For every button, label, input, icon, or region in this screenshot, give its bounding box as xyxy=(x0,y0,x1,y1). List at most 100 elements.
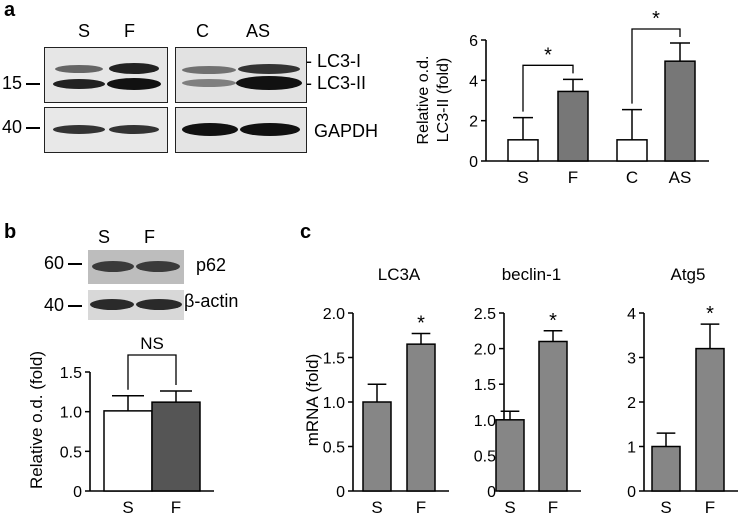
significance-marker-c-lc3a: * xyxy=(417,312,425,334)
band-gapdh-c xyxy=(182,123,238,136)
y-tick-label-c-atg5: 4 xyxy=(627,306,636,323)
band-actin-f xyxy=(136,299,182,310)
marker-60-tick xyxy=(68,263,82,265)
x-tick-label-c-lc3a: F xyxy=(416,498,426,515)
marker-40-b: 40 xyxy=(44,295,65,315)
blot-gapdh-left xyxy=(44,107,168,153)
y-tick-label-c-beclin1: 1.0 xyxy=(474,413,496,430)
chart-title-c-lc3a: LC3A xyxy=(378,265,421,284)
band-lc3i-as xyxy=(238,64,300,74)
y-tick-label-c-lc3a: 0.5 xyxy=(323,440,345,457)
band-lc3ii-f xyxy=(107,78,161,90)
band-lc3ii-c xyxy=(182,79,236,87)
y-axis-label-line1-a-lc3ii: Relative o.d. xyxy=(415,56,432,145)
blot-lc3-right xyxy=(175,47,307,103)
y-tick-label-c-beclin1: 1.5 xyxy=(474,377,496,394)
bar-b-p62-f xyxy=(151,401,201,492)
band-p62-f xyxy=(136,261,180,272)
significance-marker-a-lc3ii: * xyxy=(652,8,660,30)
x-tick-label-b-p62: F xyxy=(171,498,181,515)
band-lc3i-c xyxy=(182,66,236,74)
lane-label-b-s: S xyxy=(98,227,111,247)
band-actin-s xyxy=(90,299,134,310)
band-lc3i-s xyxy=(55,65,103,73)
x-tick-label-b-p62: S xyxy=(122,498,133,515)
y-tick-label-c-lc3a: 2.0 xyxy=(323,306,345,323)
x-tick-label-c-beclin1: S xyxy=(504,498,515,515)
significance-marker-a-lc3ii: * xyxy=(544,44,552,66)
x-tick-label-c-atg5: F xyxy=(705,498,715,515)
bar-b-p62-s xyxy=(103,410,153,492)
y-tick-label-b-p62: 1.0 xyxy=(60,405,82,422)
y-tick-label-c-lc3a: 1.0 xyxy=(323,395,345,412)
x-tick-label-a-lc3ii: F xyxy=(568,168,578,187)
blot-actin xyxy=(88,290,184,320)
bar-a-lc3ii-s xyxy=(507,139,539,162)
significance-marker-b-p62: NS xyxy=(140,334,164,353)
marker-60: 60 xyxy=(44,253,65,273)
x-tick-label-a-lc3ii: S xyxy=(517,168,528,187)
lane-label-f: F xyxy=(124,21,135,41)
significance-bracket-b-p62 xyxy=(127,354,177,390)
y-tick-label-c-beclin1: 2.0 xyxy=(474,342,496,359)
x-tick-label-a-lc3ii: C xyxy=(626,168,638,187)
y-tick-label-c-beclin1: 0.5 xyxy=(474,448,496,465)
band-p62-s xyxy=(92,261,134,272)
y-tick-label-a-lc3ii: 2 xyxy=(469,114,478,131)
x-tick-label-a-lc3ii: AS xyxy=(669,168,692,187)
significance-bracket-a-lc3ii xyxy=(631,28,681,104)
bar-c-lc3a-s xyxy=(362,401,392,492)
y-tick-label-b-p62: 1.5 xyxy=(60,365,82,382)
y-tick-label-a-lc3ii: 0 xyxy=(469,154,478,171)
y-tick-label-a-lc3ii: 6 xyxy=(469,33,478,50)
y-tick-label-a-lc3ii: 4 xyxy=(469,73,478,90)
chart-title-c-beclin1: beclin-1 xyxy=(502,265,562,284)
y-tick-label-c-atg5: 2 xyxy=(627,395,636,412)
label-actin: β-actin xyxy=(184,291,239,311)
x-tick-label-c-atg5: S xyxy=(660,498,671,515)
y-tick-label-c-atg5: 0 xyxy=(627,484,636,501)
blot-gapdh-right xyxy=(175,107,307,153)
y-axis-label-line2-a-lc3ii: LC3-II (fold) xyxy=(435,58,452,142)
significance-bracket-a-lc3ii xyxy=(522,64,574,112)
bar-a-lc3ii-c xyxy=(616,139,648,162)
label-p62: p62 xyxy=(196,255,227,275)
blot-lc3-left xyxy=(44,47,168,103)
panel-letter-b: b xyxy=(4,221,17,243)
band-lc3i-f xyxy=(109,63,159,74)
y-tick-label-b-p62: 0.5 xyxy=(60,444,82,461)
chart-title-c-atg5: Atg5 xyxy=(671,265,706,284)
bar-a-lc3ii-as xyxy=(664,60,696,162)
marker-15: 15 xyxy=(2,73,23,93)
bar-c-atg5-f xyxy=(695,347,725,492)
significance-marker-c-atg5: * xyxy=(706,303,714,325)
marker-40-a: 40 xyxy=(2,117,23,137)
lane-label-c: C xyxy=(196,21,209,41)
bar-c-atg5-s xyxy=(651,445,681,492)
band-gapdh-as xyxy=(240,123,300,136)
marker-15-tick xyxy=(26,83,40,85)
band-gapdh-s xyxy=(53,125,105,134)
bar-c-lc3a-f xyxy=(406,343,436,492)
y-tick-label-c-atg5: 3 xyxy=(627,351,636,368)
band-lc3ii-as xyxy=(236,76,302,90)
y-axis-label-c-lc3a: mRNA (fold) xyxy=(303,354,322,447)
bar-c-beclin1-f xyxy=(538,340,568,492)
y-tick-label-c-beclin1: 0 xyxy=(487,484,496,501)
lane-label-s: S xyxy=(78,21,91,41)
y-tick-label-b-p62: 0 xyxy=(73,484,82,501)
panel-letter-c: c xyxy=(300,221,312,243)
marker-40-b-tick xyxy=(68,305,82,307)
band-gapdh-f xyxy=(109,125,159,134)
bar-a-lc3ii-f xyxy=(557,90,589,162)
y-tick-label-c-lc3a: 1.5 xyxy=(323,351,345,368)
x-tick-label-c-lc3a: S xyxy=(371,498,382,515)
x-tick-label-c-beclin1: F xyxy=(548,498,558,515)
blot-p62 xyxy=(88,250,184,284)
panel-letter-a: a xyxy=(4,0,16,21)
label-gapdh: GAPDH xyxy=(314,121,379,141)
marker-40-a-tick xyxy=(26,127,40,129)
label-lc3ii: - LC3-II xyxy=(306,73,367,93)
